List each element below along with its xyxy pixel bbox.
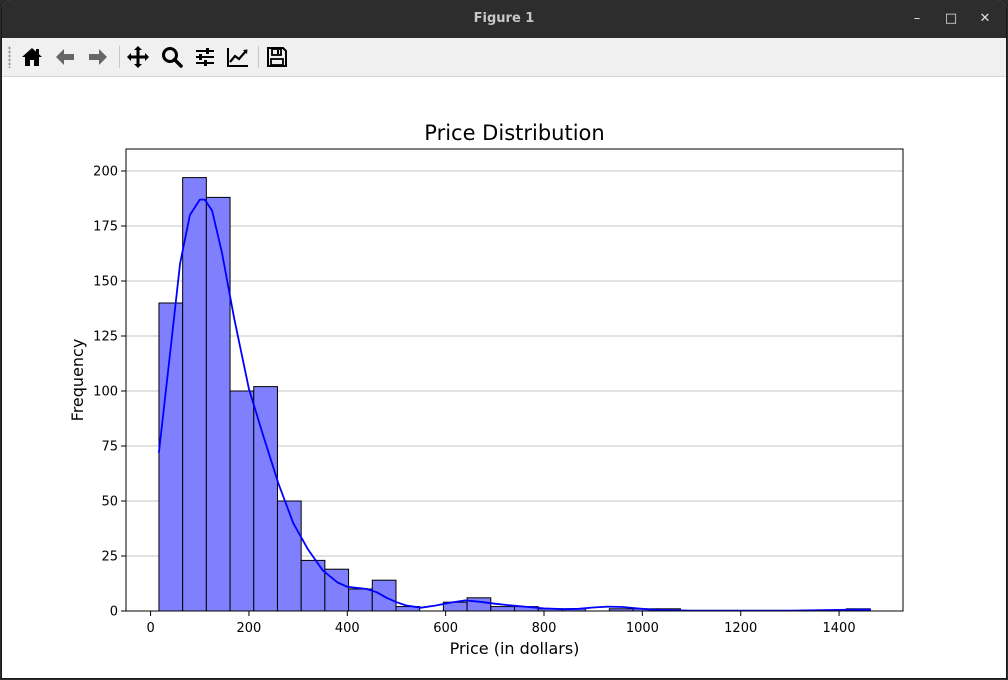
pan-button[interactable] [124, 43, 152, 71]
save-icon [267, 47, 287, 67]
maximize-button[interactable]: □ [944, 11, 958, 26]
pan-icon [127, 46, 149, 68]
navigation-toolbar [2, 38, 1006, 77]
y-tick-label: 0 [110, 605, 118, 620]
zoom-button[interactable] [158, 43, 186, 71]
histogram-bar [276, 500, 302, 612]
histogram-bar [182, 177, 207, 612]
histogram-bar [229, 390, 255, 612]
histogram-bar [466, 597, 492, 612]
configure-subplots-icon [196, 48, 214, 66]
toolbar-grip[interactable] [8, 46, 11, 68]
home-icon [22, 48, 42, 66]
x-tick-label: 1000 [626, 621, 659, 636]
forward-button[interactable] [84, 43, 112, 71]
y-tick-label: 150 [93, 275, 118, 290]
figure-canvas[interactable]: 0 25 50 75 100 125 150 175 200 0 200 400 600 800 1000 1… [2, 77, 1006, 678]
forward-icon [89, 49, 107, 65]
zoom-icon [162, 47, 183, 68]
configure-subplots-button[interactable] [191, 43, 219, 71]
axes-frame [125, 148, 904, 612]
back-button[interactable] [51, 43, 79, 71]
y-tick-label: 50 [101, 495, 118, 510]
close-button[interactable]: ✕ [979, 11, 991, 26]
y-tick-label: 75 [101, 440, 118, 455]
chart-title: Price Distribution [424, 121, 604, 145]
edit-axis-button[interactable] [224, 43, 252, 71]
x-tick-label: 800 [532, 621, 557, 636]
edit-axis-icon [227, 48, 248, 67]
x-tick-label: 600 [433, 621, 458, 636]
y-tick-label: 100 [93, 385, 118, 400]
x-tick-label: 1400 [823, 621, 856, 636]
x-tick-label: 0 [146, 621, 154, 636]
x-tick-label: 400 [335, 621, 360, 636]
histogram-bar [253, 386, 278, 612]
x-axis-label: Price (in dollars) [450, 639, 580, 658]
toolbar-separator [119, 46, 120, 68]
y-tick-label: 200 [93, 165, 118, 180]
toolbar-separator [258, 46, 259, 68]
histogram-chart: 0 25 50 75 100 125 150 175 200 0 200 400 600 800 1000 1… [68, 121, 904, 658]
histogram-bar [490, 606, 515, 612]
y-tick-label: 25 [101, 550, 118, 565]
window-title: Figure 1 [473, 11, 535, 26]
title-bar[interactable]: Figure 1 – □ ✕ [2, 0, 1006, 38]
x-tick-label: 1200 [724, 621, 757, 636]
histogram-bar [205, 196, 231, 612]
histogram-bar [348, 588, 373, 612]
back-icon [56, 49, 74, 65]
y-tick-label: 175 [93, 220, 118, 235]
x-tick-label: 200 [237, 621, 262, 636]
save-button[interactable] [263, 43, 291, 71]
y-tick-label: 125 [93, 330, 118, 345]
home-button[interactable] [18, 43, 46, 71]
minimize-button[interactable]: – [913, 11, 921, 26]
y-axis-label: Frequency [68, 339, 87, 422]
